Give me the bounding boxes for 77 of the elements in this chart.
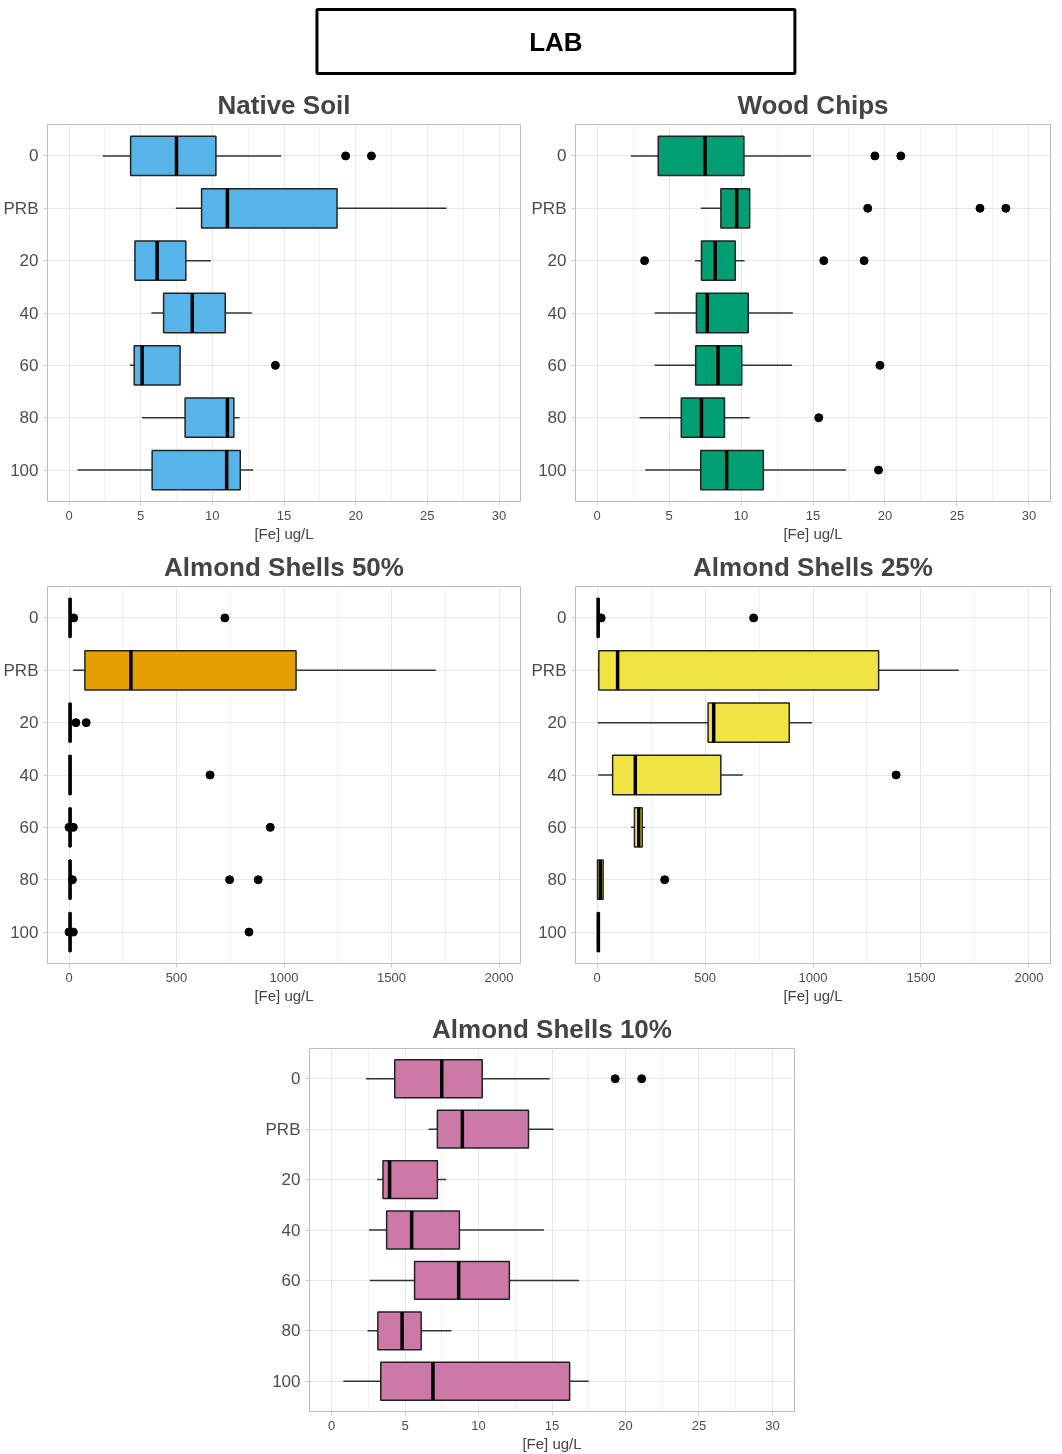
- y-tick-label: 0: [29, 608, 39, 628]
- y-tick-label: 0: [557, 146, 567, 166]
- y-tick-label: 40: [547, 765, 567, 785]
- x-tick-label: 20: [348, 507, 363, 523]
- y-tick-label: 60: [281, 1270, 301, 1290]
- x-tick-label: 25: [691, 1417, 707, 1433]
- x-tick-label: 15: [544, 1417, 560, 1433]
- y-tick-label: 40: [19, 303, 39, 323]
- x-tick-label: 15: [276, 507, 292, 523]
- x-tick-label: 5: [137, 507, 145, 523]
- x-axis-title: [Fe] ug/L: [783, 986, 843, 1004]
- chart-title: Almond Shells 10%: [432, 1013, 672, 1044]
- x-axis-title: [Fe] ug/L: [254, 986, 314, 1004]
- chart-title: Almond Shells 50%: [164, 551, 404, 582]
- y-tick-label: PRB: [531, 660, 567, 680]
- y-tick-label: 100: [10, 460, 39, 480]
- y-tick-label: PRB: [3, 198, 39, 218]
- x-axis-title: [Fe] ug/L: [522, 1434, 582, 1452]
- y-tick-label: 60: [547, 355, 567, 375]
- y-tick-label: PRB: [531, 198, 567, 218]
- y-tick-label: 60: [19, 355, 39, 375]
- x-tick-label: 25: [420, 507, 435, 523]
- y-tick-label: 20: [281, 1170, 301, 1190]
- x-tick-label: 10: [733, 507, 749, 523]
- y-tick-label: PRB: [265, 1119, 301, 1139]
- y-tick-label: 80: [19, 408, 39, 428]
- y-tick-label: 80: [19, 870, 39, 890]
- y-tick-label: 80: [547, 870, 567, 890]
- y-tick-label: 0: [29, 146, 39, 166]
- y-tick-label: 20: [547, 713, 567, 733]
- y-tick-label: PRB: [3, 660, 39, 680]
- chart-title: Almond Shells 25%: [693, 551, 933, 582]
- y-tick-label: 60: [547, 817, 567, 837]
- x-tick-label: 25: [949, 507, 965, 523]
- x-tick-label: 10: [205, 507, 220, 523]
- y-tick-label: 60: [19, 817, 39, 837]
- x-tick-label: 20: [618, 1417, 633, 1433]
- y-tick-label: 100: [10, 922, 39, 942]
- y-tick-label: 100: [538, 460, 567, 480]
- x-tick-label: 0: [65, 969, 73, 985]
- y-tick-label: 0: [291, 1069, 301, 1089]
- x-tick-label: 15: [805, 507, 821, 523]
- x-tick-label: 1000: [269, 969, 299, 985]
- y-tick-label: 20: [19, 713, 39, 733]
- chart-title: Wood Chips: [737, 89, 889, 120]
- x-tick-label: 0: [65, 507, 73, 523]
- x-tick-label: 5: [401, 1417, 409, 1433]
- x-tick-label: 1500: [377, 969, 406, 985]
- y-tick-label: 0: [557, 608, 567, 628]
- x-tick-label: 500: [165, 969, 188, 985]
- x-axis-title: [Fe] ug/L: [783, 524, 843, 542]
- x-tick-label: 0: [593, 507, 601, 523]
- y-tick-label: 80: [281, 1321, 301, 1341]
- x-tick-label: 1500: [906, 969, 936, 985]
- x-tick-label: 30: [491, 507, 507, 523]
- x-tick-label: 500: [694, 969, 716, 985]
- y-tick-label: 20: [547, 251, 567, 271]
- x-tick-label: 0: [593, 969, 601, 985]
- y-tick-label: 80: [547, 408, 567, 428]
- x-tick-label: 2000: [484, 969, 514, 985]
- y-tick-label: 100: [538, 922, 567, 942]
- x-tick-label: 20: [877, 507, 893, 523]
- x-tick-label: 2000: [1014, 969, 1044, 985]
- x-tick-label: 5: [665, 507, 673, 523]
- y-tick-label: 40: [281, 1220, 301, 1240]
- x-tick-label: 30: [765, 1417, 780, 1433]
- x-tick-label: 10: [471, 1417, 486, 1433]
- x-tick-label: 30: [1021, 507, 1037, 523]
- x-axis-title: [Fe] ug/L: [254, 524, 314, 542]
- y-tick-label: 40: [547, 303, 567, 323]
- y-tick-label: 100: [272, 1371, 301, 1391]
- x-tick-label: 1000: [798, 969, 828, 985]
- y-tick-label: 40: [19, 765, 39, 785]
- x-tick-label: 0: [327, 1417, 336, 1433]
- text: LAB: [529, 26, 583, 57]
- chart-title: Native Soil: [217, 89, 351, 120]
- y-tick-label: 20: [19, 251, 39, 271]
